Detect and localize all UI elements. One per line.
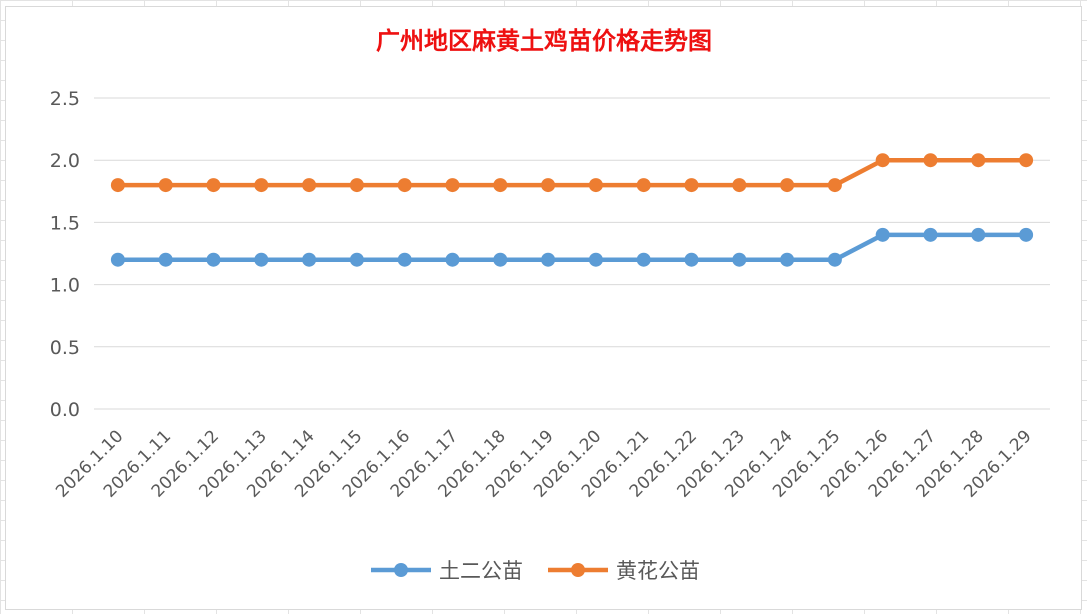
y-tick-label: 1.0 <box>50 275 80 297</box>
data-point[interactable] <box>206 178 221 193</box>
series-line <box>117 232 1027 262</box>
y-tick-label: 2.0 <box>50 150 80 172</box>
data-point[interactable] <box>732 252 747 267</box>
data-point[interactable] <box>445 178 460 193</box>
gridlines <box>94 97 1050 410</box>
y-tick-label: 0.0 <box>50 399 80 421</box>
legend-label: 黄花公苗 <box>616 559 700 583</box>
data-point[interactable] <box>588 178 603 193</box>
chart-title: 广州地区麻黄土鸡苗价格走势图 <box>376 26 712 55</box>
data-point[interactable] <box>875 227 890 242</box>
series-2 <box>110 153 1034 193</box>
data-point[interactable] <box>397 178 412 193</box>
legend-swatch-marker <box>394 563 408 577</box>
data-point[interactable] <box>588 252 603 267</box>
data-point[interactable] <box>110 252 125 267</box>
data-point[interactable] <box>110 178 125 193</box>
data-point[interactable] <box>684 178 699 193</box>
data-point[interactable] <box>636 252 651 267</box>
data-point[interactable] <box>780 252 795 267</box>
data-point[interactable] <box>254 178 269 193</box>
data-point[interactable] <box>158 178 173 193</box>
y-tick-label: 1.5 <box>50 212 80 234</box>
data-point[interactable] <box>827 178 842 193</box>
data-point[interactable] <box>1019 153 1034 168</box>
data-point[interactable] <box>923 153 938 168</box>
line-chart: 广州地区麻黄土鸡苗价格走势图 0.0 0.5 1.0 1.5 2.0 2.5 2026.1… <box>50 26 1050 583</box>
x-axis-ticks: 2026.1.102026.1.112026.1.122026.1.132026… <box>52 426 1036 501</box>
data-point[interactable] <box>827 252 842 267</box>
data-point[interactable] <box>971 153 986 168</box>
data-point[interactable] <box>541 178 556 193</box>
data-point[interactable] <box>302 252 317 267</box>
y-tick-label: 2.5 <box>50 88 80 110</box>
data-point[interactable] <box>493 178 508 193</box>
data-point[interactable] <box>541 252 556 267</box>
data-point[interactable] <box>971 227 986 242</box>
data-point[interactable] <box>875 153 890 168</box>
data-point[interactable] <box>302 178 317 193</box>
y-axis-ticks: 0.0 0.5 1.0 1.5 2.0 2.5 <box>50 88 80 421</box>
data-point[interactable] <box>923 227 938 242</box>
data-point[interactable] <box>349 252 364 267</box>
legend: 土二公苗 黄花公苗 <box>371 559 700 583</box>
legend-swatch-marker <box>571 563 585 577</box>
data-point[interactable] <box>445 252 460 267</box>
chart-area[interactable]: 广州地区麻黄土鸡苗价格走势图 0.0 0.5 1.0 1.5 2.0 2.5 2026.1… <box>5 6 1082 610</box>
data-point[interactable] <box>684 252 699 267</box>
series-layer <box>110 153 1034 267</box>
legend-label: 土二公苗 <box>439 559 523 583</box>
data-point[interactable] <box>732 178 747 193</box>
data-point[interactable] <box>493 252 508 267</box>
y-tick-label: 0.5 <box>50 337 80 359</box>
data-point[interactable] <box>397 252 412 267</box>
data-point[interactable] <box>206 252 221 267</box>
series-1 <box>110 227 1034 267</box>
data-point[interactable] <box>636 178 651 193</box>
data-point[interactable] <box>1019 227 1034 242</box>
data-point[interactable] <box>780 178 795 193</box>
data-point[interactable] <box>158 252 173 267</box>
legend-item-2[interactable]: 黄花公苗 <box>548 559 700 583</box>
data-point[interactable] <box>349 178 364 193</box>
data-point[interactable] <box>254 252 269 267</box>
series-line <box>117 157 1027 188</box>
legend-item-1[interactable]: 土二公苗 <box>371 559 523 583</box>
